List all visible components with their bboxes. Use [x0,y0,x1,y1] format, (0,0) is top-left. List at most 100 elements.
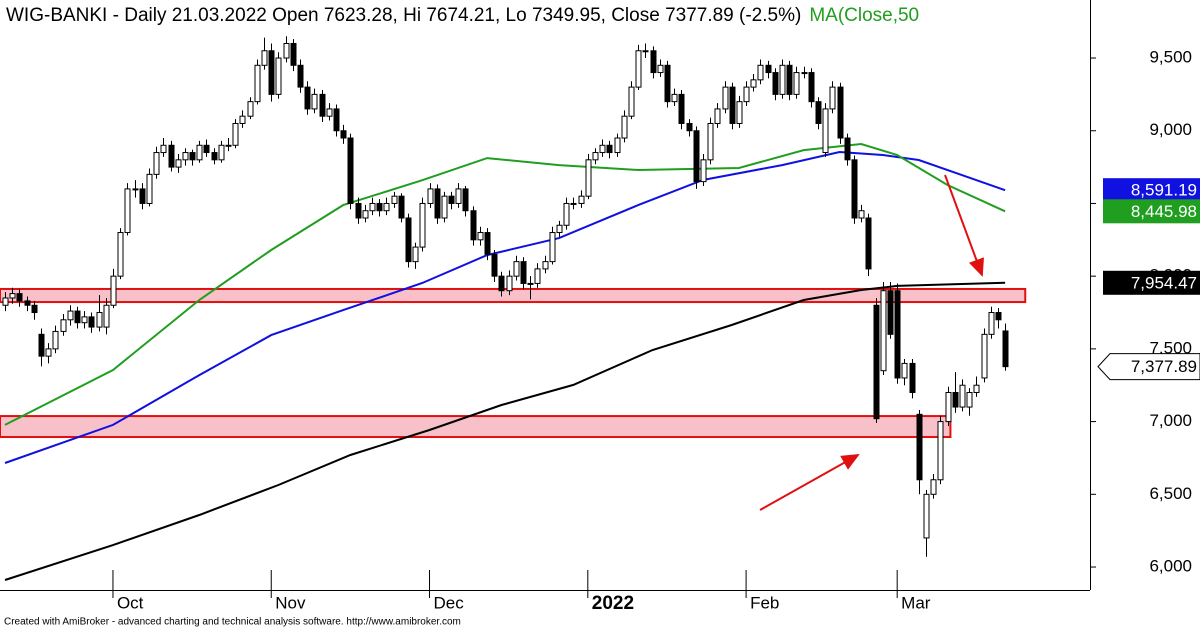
candle-body [232,122,239,146]
footer: Created with AmiBroker - advanced charti… [4,617,461,628]
candle-body [88,316,95,328]
candle-body [851,159,858,219]
candle-body [376,202,383,212]
price-tag-label: 7,954.47 [1131,273,1197,292]
candle-body [678,93,685,124]
candle-body [203,144,210,154]
candle-body [132,188,139,191]
candle-body [434,188,441,219]
candle-body [484,232,491,255]
candle-body [60,319,67,332]
candle-body [757,64,764,81]
candle-body [930,479,937,495]
candle-body [196,144,203,161]
candle-body [909,362,916,394]
candle-body [765,64,772,74]
candle-body [729,86,736,124]
candle-body [592,152,599,161]
candle-body [297,64,304,88]
zone [0,415,952,439]
candle-body [67,310,74,321]
price-tag [1103,199,1200,224]
candle-body [563,202,570,226]
candle-body [225,144,232,147]
candle-body [268,50,275,95]
candle-body [38,333,45,357]
candle-body [894,290,901,379]
candle-body [527,282,534,285]
candle-body [319,93,326,117]
candle-body [45,348,52,357]
candle-body [995,312,1002,321]
candle-body [247,101,254,117]
candle-body [556,224,563,234]
candle-body [743,86,750,103]
candle-body [498,275,505,292]
candle-body [448,195,455,204]
x-tick-label: Dec [434,593,465,612]
chart-title: WIG-BANKI - Daily 21.03.2022 Open 7623.2… [6,5,919,26]
candle-body [405,217,412,263]
y-tick-label: 7,000 [1149,411,1192,430]
candle-body [189,152,196,161]
candle-body [419,202,426,248]
arrow [759,454,860,511]
candle-body [2,297,9,306]
x-tick-label: Mar [901,593,931,612]
price-tag [1103,178,1200,203]
price-tag-label: 7,377.89 [1131,357,1197,376]
y-tick-label: 6,000 [1149,557,1192,576]
candle-body [642,50,649,53]
candle-body [585,159,592,197]
candle-body [988,312,995,335]
candle-body [124,188,131,234]
y-tick-label: 9,000 [1149,120,1192,139]
axes: 6,0006,5007,0007,5008,0008,5009,0009,500… [112,48,1200,614]
candle-body [333,108,340,132]
candle-body [455,188,462,204]
candle-body [347,137,354,204]
candle-body [671,93,678,103]
candle-body [664,64,671,103]
candle-body [873,304,880,420]
candle-body [462,188,469,212]
candle-body [1002,330,1009,368]
zone [0,287,1027,304]
candle-body [937,421,944,481]
candle-body [844,137,851,161]
x-tick-label: 2022 [592,593,634,614]
candle-body [362,210,369,219]
candle-body [606,144,613,154]
candle-body [959,384,966,408]
x-tick-label: Nov [275,593,306,612]
candle-body [736,101,743,124]
candle-body [981,333,988,379]
candle-body [146,173,153,204]
candle-body [506,275,513,292]
candle-body [153,152,160,175]
candle-body [693,130,700,183]
candle-body [578,195,585,204]
candle-body [945,392,952,423]
candle-body [779,64,786,95]
y-tick-label: 9,500 [1149,48,1192,67]
price-tag-label: 8,591.19 [1131,181,1197,200]
candle-body [837,86,844,139]
candle-body [570,202,577,205]
candle-body [477,232,484,241]
candle-body [973,384,980,394]
candle-body [391,195,398,204]
candle-body [211,152,218,161]
candle-body [175,159,182,168]
candle-body [700,159,707,183]
candle-body [520,261,527,284]
candle-body [261,50,268,66]
candle-body [686,122,693,132]
candle-body [901,362,908,379]
candle-body [628,86,635,117]
bands [0,287,1027,439]
candle-body [966,392,973,408]
candle-body [340,130,347,139]
candle-body [858,210,865,219]
candle-body [117,232,124,277]
